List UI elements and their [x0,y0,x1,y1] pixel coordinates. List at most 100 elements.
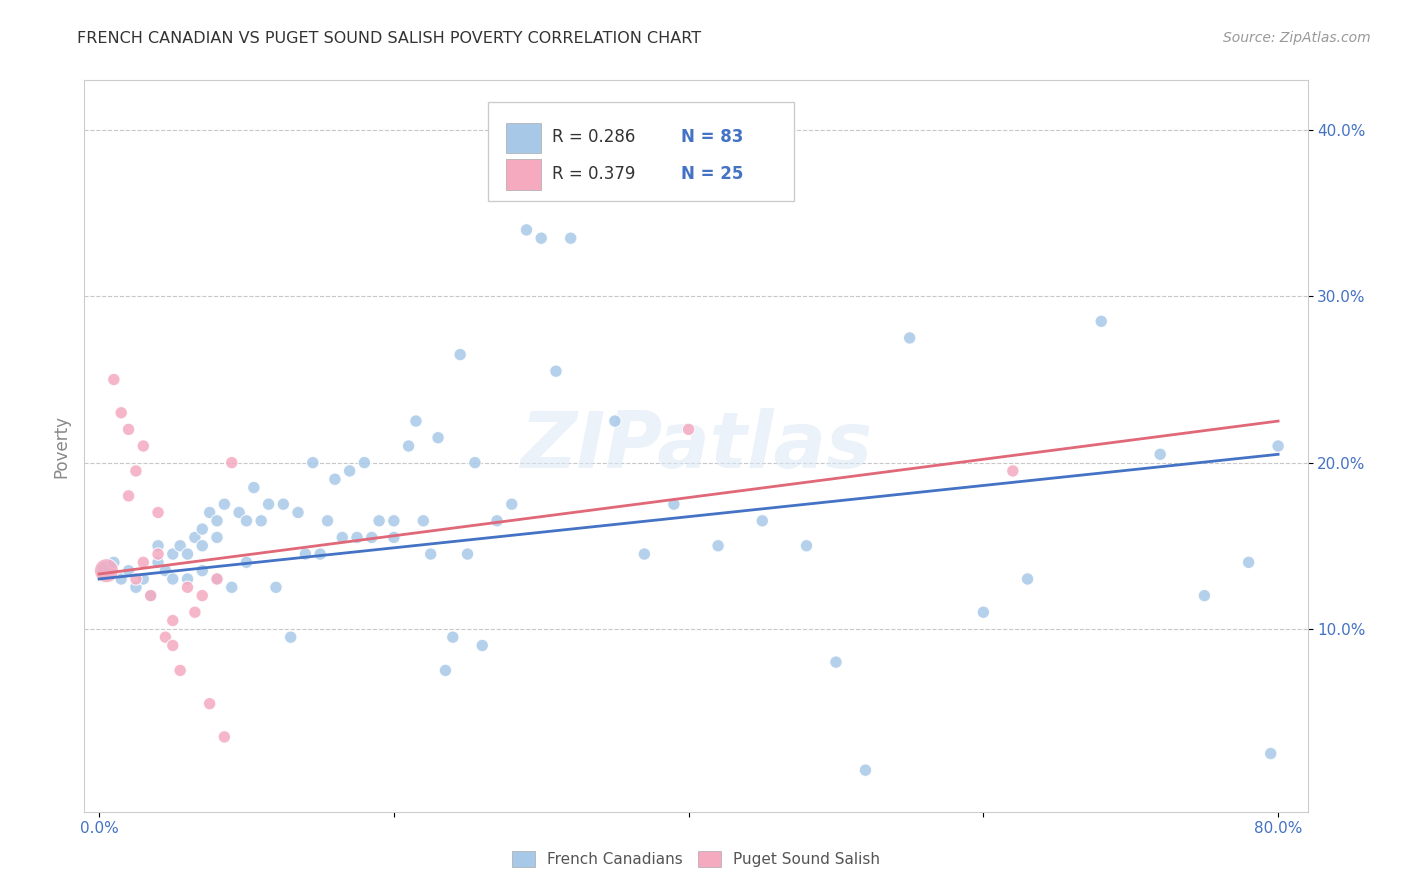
Point [117,422,139,436]
Text: N = 83: N = 83 [682,128,744,146]
Point [132,439,155,453]
Text: R = 0.379: R = 0.379 [551,165,636,183]
Point [221,456,243,470]
Point [382,530,405,544]
Point [339,464,361,478]
Point [707,539,730,553]
Point [184,530,207,544]
Point [235,514,257,528]
Point [169,664,191,678]
Point [464,456,486,470]
Point [301,456,323,470]
Point [176,580,198,594]
Point [574,181,596,195]
Point [316,514,339,528]
Point [405,414,427,428]
Legend: French Canadians, Puget Sound Salish: French Canadians, Puget Sound Salish [506,846,886,873]
Point [132,572,155,586]
Point [162,572,184,586]
Point [330,530,353,544]
Point [1001,464,1024,478]
Point [287,506,309,520]
Point [146,506,169,520]
Point [146,555,169,569]
Point [235,555,257,569]
Point [1194,589,1216,603]
Point [427,431,450,445]
Point [485,514,508,528]
Point [110,406,132,420]
Point [191,539,214,553]
Point [139,589,162,603]
Point [449,347,471,362]
Point [1260,747,1282,761]
FancyBboxPatch shape [488,103,794,201]
Text: R = 0.286: R = 0.286 [551,128,636,146]
Point [530,231,553,245]
Point [125,580,148,594]
Point [205,514,228,528]
Point [184,605,207,619]
FancyBboxPatch shape [506,123,541,153]
Point [309,547,332,561]
Point [198,697,221,711]
Point [441,630,464,644]
Point [353,456,375,470]
Point [205,572,228,586]
Point [398,439,420,453]
Point [162,547,184,561]
Point [103,555,125,569]
Point [139,589,162,603]
Point [205,530,228,544]
Point [132,555,155,569]
Point [280,630,302,644]
Point [323,472,346,486]
Point [633,547,655,561]
Point [273,497,295,511]
Point [1267,439,1289,453]
Point [176,547,198,561]
Point [1017,572,1039,586]
Point [125,464,148,478]
Point [125,572,148,586]
Point [117,564,139,578]
Point [214,730,236,744]
Point [346,530,368,544]
Point [214,497,236,511]
Point [250,514,273,528]
Point [796,539,818,553]
Point [368,514,391,528]
Point [228,506,250,520]
Text: N = 25: N = 25 [682,165,744,183]
Point [162,639,184,653]
Point [96,564,118,578]
Point [678,422,700,436]
Point [221,580,243,594]
Point [294,547,316,561]
Point [825,655,848,669]
Point [560,231,582,245]
Point [972,605,994,619]
Point [434,664,457,678]
Text: ZIPatlas: ZIPatlas [520,408,872,484]
Point [198,506,221,520]
Point [96,564,118,578]
Point [191,589,214,603]
Point [110,572,132,586]
Point [1149,447,1171,461]
Point [1090,314,1112,328]
Point [412,514,434,528]
Y-axis label: Poverty: Poverty [52,415,70,477]
Point [243,481,266,495]
Point [146,547,169,561]
Point [898,331,921,345]
Point [471,639,494,653]
Point [169,539,191,553]
Point [155,630,177,644]
Point [146,539,169,553]
Point [603,414,626,428]
Point [191,564,214,578]
Text: Source: ZipAtlas.com: Source: ZipAtlas.com [1223,31,1371,45]
Point [103,372,125,386]
Point [205,572,228,586]
